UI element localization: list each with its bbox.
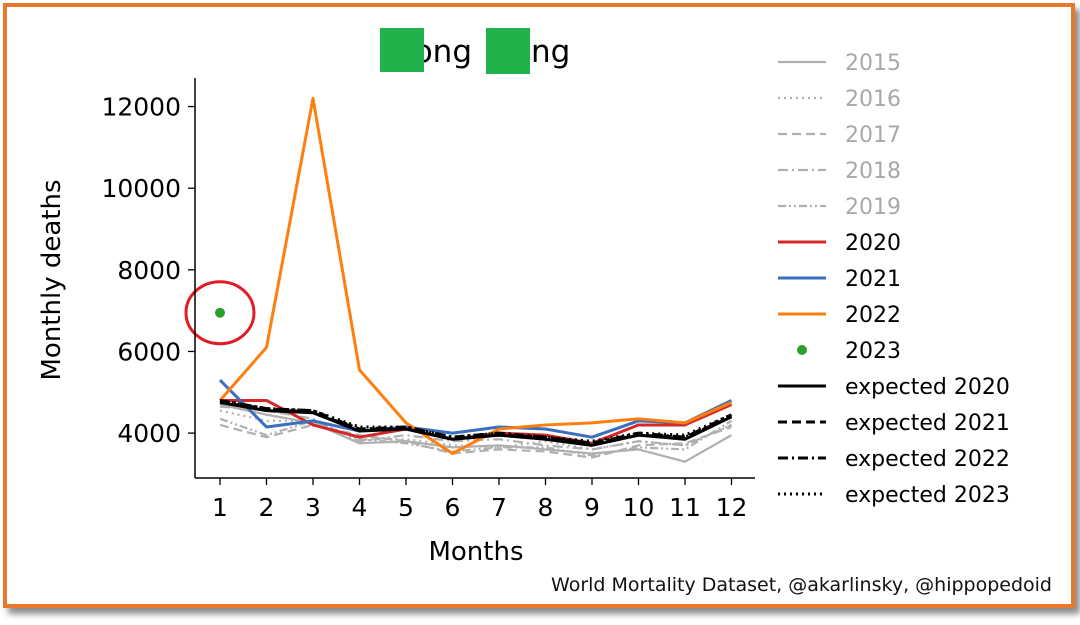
- legend-label: 2020: [845, 231, 901, 256]
- legend-label: expected 2023: [845, 483, 1010, 508]
- x-tick-label: 11: [669, 493, 701, 522]
- x-tick-label: 4: [352, 493, 368, 522]
- y-tick-label: 8000: [117, 256, 181, 285]
- legend: 2015 2016 2017 2018 2019 2020 2021 2022 2023 expe…: [778, 51, 1010, 508]
- chart-title-part-2: ng: [531, 34, 570, 70]
- axes-layer: 1 2 3 4 5 6 7 8 9 10 11 124000600080001000012000Mon…: [37, 78, 755, 567]
- y-axis-label: Monthly deaths: [37, 179, 67, 380]
- y-tick-label: 6000: [117, 337, 181, 366]
- series-line-2021: [218, 378, 733, 439]
- x-tick-label: 2: [259, 493, 275, 522]
- x-axis-label: Months: [428, 537, 523, 567]
- x-tick-label: 12: [716, 493, 748, 522]
- x-tick-label: 9: [584, 493, 600, 522]
- highlight-circle: [184, 280, 256, 346]
- x-tick-label: 10: [623, 493, 655, 522]
- series-layer: [184, 96, 733, 463]
- legend-label: 2016: [845, 87, 901, 112]
- legend-label: 2018: [845, 159, 901, 184]
- y-tick-label: 10000: [101, 174, 181, 203]
- y-tick-label: 4000: [117, 419, 181, 448]
- y-tick-label: 12000: [101, 93, 181, 122]
- legend-label: 2022: [845, 303, 901, 328]
- series-line-expected-2021: [219, 401, 733, 445]
- series-line-expected-2023: [219, 398, 733, 443]
- title-redaction-block: [486, 28, 530, 74]
- image-frame: [3, 3, 1075, 608]
- title-redaction-block: [380, 28, 424, 72]
- x-tick-label: 6: [445, 493, 461, 522]
- legend-label: 2015: [845, 51, 901, 76]
- legend-marker-2023: [797, 345, 807, 355]
- x-tick-label: 3: [305, 493, 321, 522]
- legend-label: expected 2020: [845, 375, 1010, 400]
- legend-label: expected 2022: [845, 447, 1010, 472]
- legend-label: 2021: [845, 267, 901, 292]
- x-tick-label: 5: [398, 493, 414, 522]
- legend-label: 2019: [845, 195, 901, 220]
- source-credit: World Mortality Dataset, @akarlinsky, @h…: [551, 574, 1052, 596]
- chart-title-group: ong ng: [380, 28, 570, 74]
- x-tick-label: 7: [491, 493, 507, 522]
- series-line-2022: [218, 96, 733, 456]
- legend-label: expected 2021: [845, 411, 1010, 436]
- x-tick-label: 1: [212, 493, 228, 522]
- series-line-2017: [219, 423, 732, 459]
- data-point-2023: [215, 307, 225, 318]
- legend-label: 2017: [845, 123, 901, 148]
- x-tick-label: 8: [538, 493, 554, 522]
- legend-label: 2023: [845, 339, 901, 364]
